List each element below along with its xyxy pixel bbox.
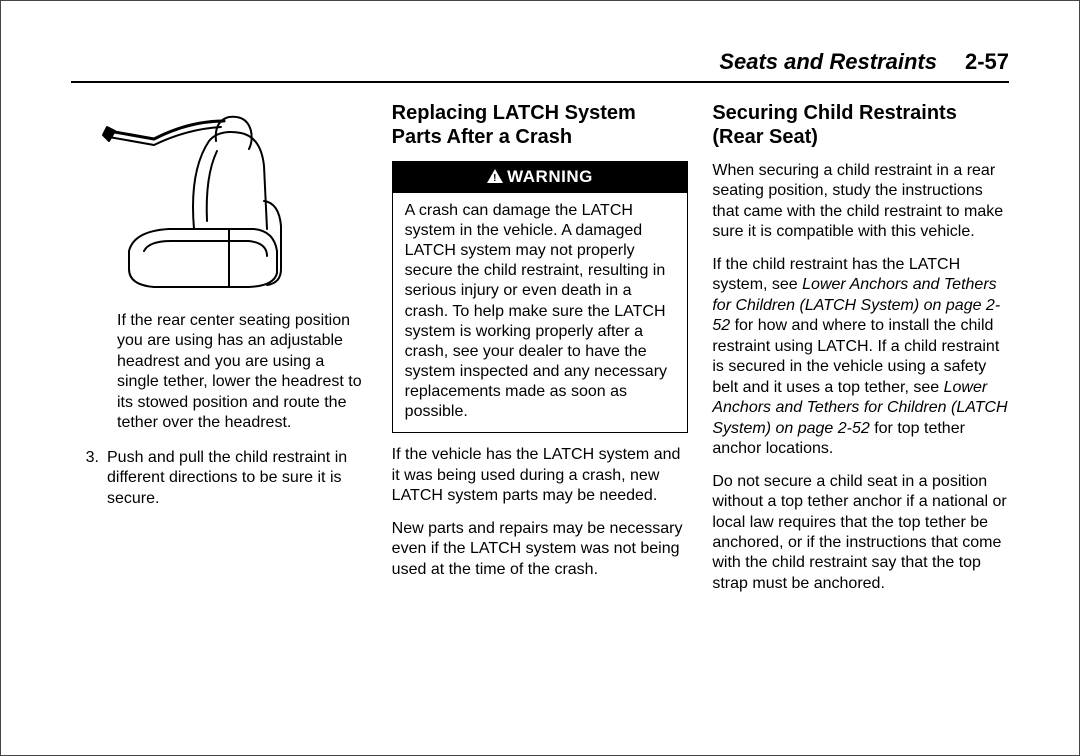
column-1: If the rear center seating position you … (71, 101, 368, 606)
warning-header: ! WARNING (393, 162, 688, 193)
list-item-3: 3. Push and pull the child restraint in … (71, 448, 368, 509)
seat-tether-illustration (99, 101, 339, 301)
numbered-list: 3. Push and pull the child restraint in … (71, 448, 368, 509)
column-3: Securing Child Restraints (Rear Seat) Wh… (712, 101, 1009, 606)
content-columns: If the rear center seating position you … (71, 101, 1009, 606)
page-header: Seats and Restraints 2-57 (71, 49, 1009, 83)
warning-triangle-icon: ! (487, 167, 503, 189)
page-number: 2-57 (965, 49, 1009, 75)
sub-bullet-text: If the rear center seating position you … (117, 311, 368, 434)
para-do-not-secure: Do not secure a child seat in a position… (712, 472, 1009, 595)
list-number: 3. (71, 448, 107, 509)
list-text: Push and pull the child restraint in dif… (107, 448, 368, 509)
para-new-parts: New parts and repairs may be necessary e… (392, 519, 689, 580)
para-compat: When securing a child restraint in a rea… (712, 161, 1009, 243)
para-latch-used: If the vehicle has the LATCH system and … (392, 445, 689, 506)
warning-body: A crash can damage the LATCH system in t… (393, 193, 688, 433)
svg-text:!: ! (493, 173, 497, 183)
column-2: Replacing LATCH System Parts After a Cra… (392, 101, 689, 606)
warning-box: ! WARNING A crash can damage the LATCH s… (392, 161, 689, 433)
manual-page: Seats and Restraints 2-57 (0, 0, 1080, 756)
heading-securing-child: Securing Child Restraints (Rear Seat) (712, 101, 1009, 149)
para-latch-ref: If the child restraint has the LATCH sys… (712, 255, 1009, 460)
warning-label: WARNING (507, 167, 593, 186)
heading-replacing-latch: Replacing LATCH System Parts After a Cra… (392, 101, 689, 149)
section-title: Seats and Restraints (719, 49, 937, 75)
